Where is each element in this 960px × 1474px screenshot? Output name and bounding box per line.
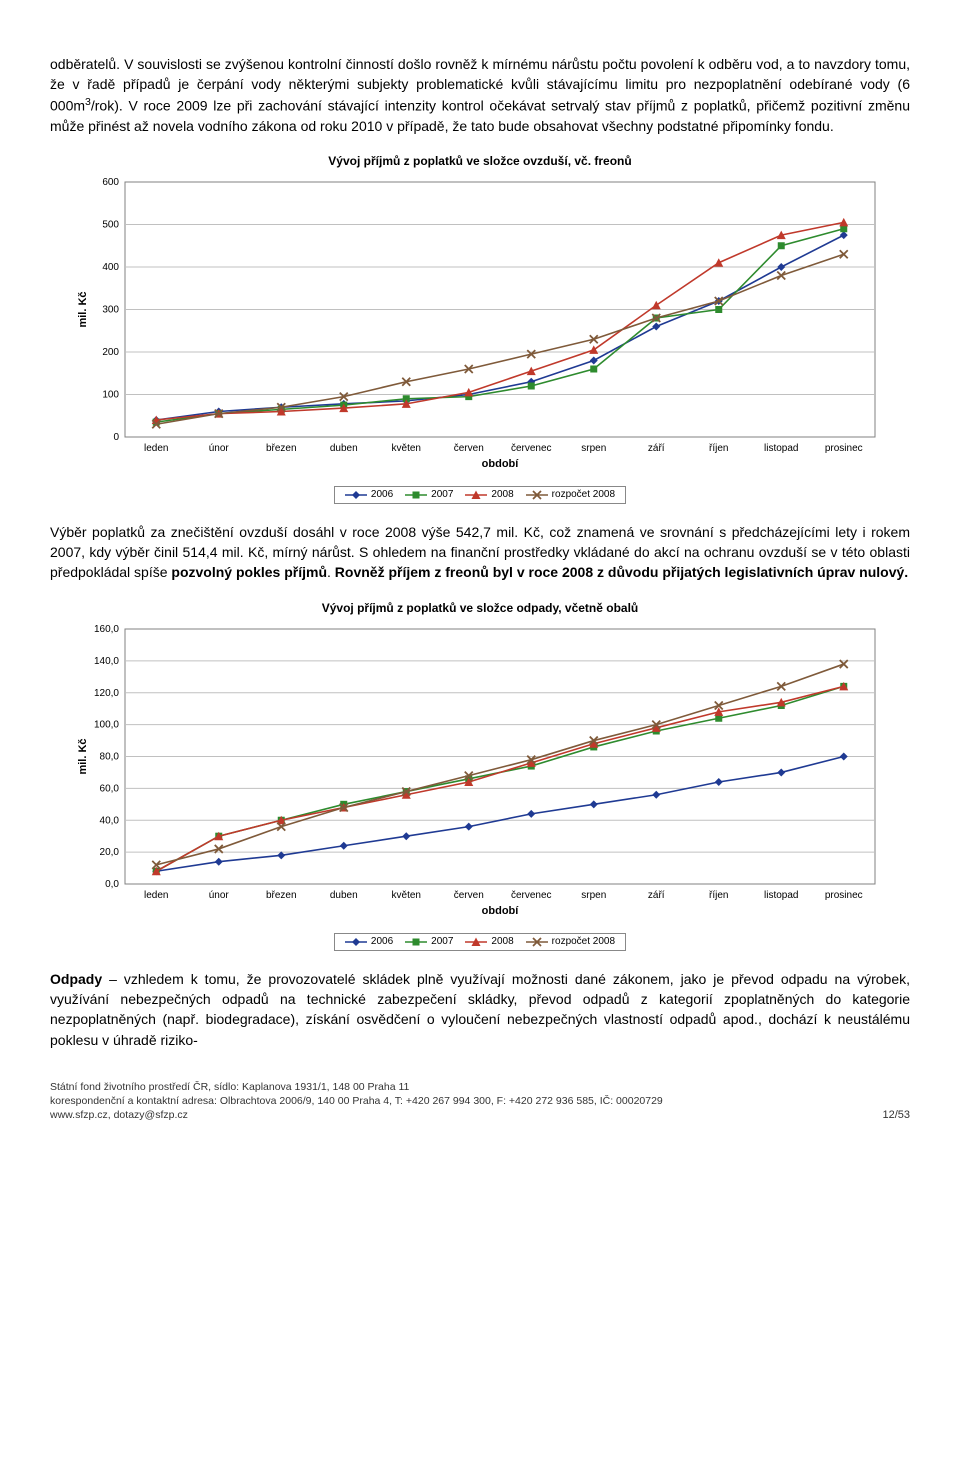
svg-text:200: 200 — [102, 347, 119, 358]
legend-label: 2008 — [491, 489, 513, 500]
p2-bold2: Rovněž příjem z freonů byl v roce 2008 z… — [335, 564, 908, 580]
chart2-svg: 0,0 20,0 40,0 60,0 80,0 100,0 120,0 140,0 160,0 l… — [70, 619, 890, 929]
svg-text:květen: květen — [392, 890, 421, 901]
svg-text:listopad: listopad — [764, 890, 798, 901]
svg-text:400: 400 — [102, 262, 119, 273]
legend-label: 2008 — [491, 936, 513, 947]
legend-label: 2007 — [431, 489, 453, 500]
legend-item: 2008 — [465, 936, 513, 948]
svg-text:mil. Kč: mil. Kč — [77, 291, 89, 327]
chart1-title: Vývoj příjmů z poplatků ve složce ovzduš… — [50, 154, 910, 168]
svg-text:září: září — [648, 890, 665, 901]
svg-text:červen: červen — [454, 890, 484, 901]
legend-item: 2006 — [345, 489, 393, 501]
legend-item: 2007 — [405, 936, 453, 948]
legend-label: 2007 — [431, 936, 453, 947]
svg-text:leden: leden — [144, 890, 168, 901]
svg-text:září: září — [648, 443, 665, 454]
chart1-container: 0 100 200 300 400 500 600 leden únor březen duben k… — [70, 172, 890, 504]
p3-bold: Odpady — [50, 971, 102, 987]
legend-item: 2007 — [405, 489, 453, 501]
footer-line2: korespondenční a kontaktní adresa: Olbra… — [50, 1094, 663, 1108]
chart1-svg: 0 100 200 300 400 500 600 leden únor březen duben k… — [70, 172, 890, 482]
paragraph-2: Výběr poplatků za znečištění ovzduší dos… — [50, 522, 910, 583]
legend-item: rozpočet 2008 — [526, 489, 615, 501]
svg-text:60,0: 60,0 — [100, 783, 120, 794]
svg-text:říjen: říjen — [709, 890, 728, 901]
chart2-legend-row: 2006 2007 2008 rozpočet 2008 — [70, 933, 890, 951]
p2-text-b: . — [327, 564, 335, 580]
svg-text:140,0: 140,0 — [94, 656, 119, 667]
svg-text:srpen: srpen — [581, 890, 606, 901]
svg-text:červenec: červenec — [511, 443, 552, 454]
svg-text:mil. Kč: mil. Kč — [77, 738, 89, 774]
legend-label: rozpočet 2008 — [552, 936, 615, 947]
svg-text:duben: duben — [330, 443, 358, 454]
svg-text:období: období — [482, 905, 520, 917]
svg-text:únor: únor — [209, 890, 230, 901]
p2-bold1: pozvolný pokles příjmů — [171, 564, 327, 580]
svg-text:600: 600 — [102, 177, 119, 188]
p3-text: – vzhledem k tomu, že provozovatelé sklá… — [50, 971, 910, 1048]
footer-left: Státní fond životního prostředí ČR, sídl… — [50, 1080, 663, 1123]
footer-line1: Státní fond životního prostředí ČR, sídl… — [50, 1080, 663, 1094]
legend-label: 2006 — [371, 489, 393, 500]
chart2-title: Vývoj příjmů z poplatků ve složce odpady… — [50, 601, 910, 615]
svg-text:únor: únor — [209, 443, 230, 454]
svg-text:březen: březen — [266, 443, 297, 454]
legend-item: 2006 — [345, 936, 393, 948]
svg-text:120,0: 120,0 — [94, 687, 119, 698]
legend-item: rozpočet 2008 — [526, 936, 615, 948]
footer-line3: www.sfzp.cz, dotazy@sfzp.cz — [50, 1108, 663, 1122]
svg-text:listopad: listopad — [764, 443, 798, 454]
svg-text:20,0: 20,0 — [100, 847, 120, 858]
svg-text:0: 0 — [113, 432, 119, 443]
legend-label: rozpočet 2008 — [552, 489, 615, 500]
chart2-container: 0,0 20,0 40,0 60,0 80,0 100,0 120,0 140,0 160,0 l… — [70, 619, 890, 951]
svg-text:40,0: 40,0 — [100, 815, 120, 826]
svg-text:období: období — [482, 458, 520, 470]
svg-text:červenec: červenec — [511, 890, 552, 901]
svg-text:prosinec: prosinec — [825, 443, 863, 454]
svg-text:0,0: 0,0 — [105, 879, 119, 890]
svg-text:duben: duben — [330, 890, 358, 901]
svg-text:prosinec: prosinec — [825, 890, 863, 901]
p1-text-b: /rok). V roce 2009 lze při zachování stá… — [50, 97, 910, 133]
paragraph-3: Odpady – vzhledem k tomu, že provozovate… — [50, 969, 910, 1050]
chart1-legend-row: 2006 2007 2008 rozpočet 2008 — [70, 486, 890, 504]
svg-text:100,0: 100,0 — [94, 719, 119, 730]
paragraph-1: odběratelů. V souvislosti se zvýšenou ko… — [50, 54, 910, 136]
svg-text:červen: červen — [454, 443, 484, 454]
svg-text:100: 100 — [102, 389, 119, 400]
svg-text:srpen: srpen — [581, 443, 606, 454]
svg-text:květen: květen — [392, 443, 421, 454]
chart1-legend: 2006 2007 2008 rozpočet 2008 — [334, 486, 626, 504]
footer-page: 12/53 — [882, 1108, 910, 1123]
page-footer: Státní fond životního prostředí ČR, sídl… — [50, 1080, 910, 1123]
svg-text:leden: leden — [144, 443, 168, 454]
svg-text:říjen: říjen — [709, 443, 728, 454]
svg-text:500: 500 — [102, 219, 119, 230]
svg-text:300: 300 — [102, 304, 119, 315]
svg-text:160,0: 160,0 — [94, 624, 119, 635]
legend-label: 2006 — [371, 936, 393, 947]
legend-item: 2008 — [465, 489, 513, 501]
svg-text:březen: březen — [266, 890, 297, 901]
chart2-legend: 2006 2007 2008 rozpočet 2008 — [334, 933, 626, 951]
svg-text:80,0: 80,0 — [100, 751, 120, 762]
